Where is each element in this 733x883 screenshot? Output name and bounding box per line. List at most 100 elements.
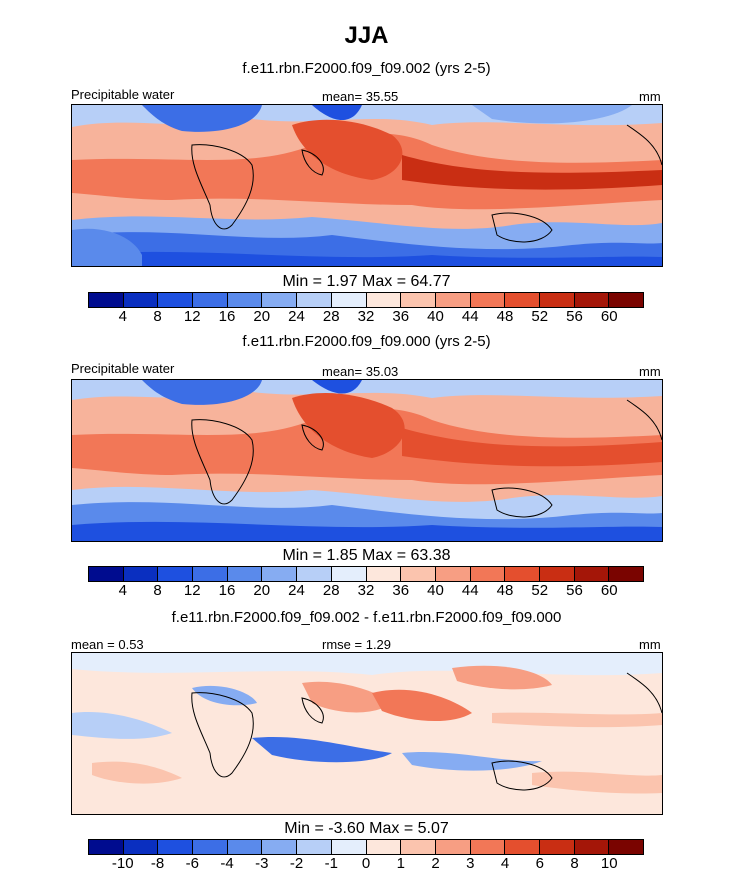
panel3-colorbar-ticks: -10 -8 -6 -4 -3 -2 -1 0 1 2 3 4 6 8 10 bbox=[88, 855, 644, 873]
colorbar-segment bbox=[331, 567, 367, 581]
colorbar-segment bbox=[609, 567, 643, 581]
panel3-mean: mean = 0.53 bbox=[71, 637, 144, 652]
colorbar-segment bbox=[435, 293, 471, 307]
panel3-title: f.e11.rbn.F2000.f09_f09.002 - f.e11.rbn.… bbox=[171, 609, 562, 626]
colorbar-tick-label: 36 bbox=[392, 582, 410, 599]
colorbar-segment bbox=[193, 293, 228, 307]
colorbar-tick-label: -10 bbox=[111, 855, 134, 872]
colorbar-tick-label: 40 bbox=[427, 308, 444, 325]
colorbar-segment bbox=[609, 293, 643, 307]
colorbar-tick-label: 4 bbox=[500, 855, 510, 872]
colorbar-tick-label: 8 bbox=[153, 582, 162, 599]
colorbar-segment bbox=[539, 293, 575, 307]
panel3-mean-label: mean = bbox=[71, 637, 115, 652]
colorbar-tick-label: -1 bbox=[324, 855, 338, 872]
panel3-rmse-value: 1.29 bbox=[365, 637, 392, 652]
colorbar-tick-label: 8 bbox=[570, 855, 579, 872]
colorbar-tick-label: 12 bbox=[183, 582, 201, 599]
colorbar-segment bbox=[297, 840, 332, 854]
colorbar-segment bbox=[470, 567, 506, 581]
colorbar-segment bbox=[574, 293, 610, 307]
figure-title: JJA bbox=[344, 22, 389, 49]
panel3-rmse-label: rmse = bbox=[322, 637, 363, 652]
panel2-units: mm bbox=[639, 364, 661, 379]
colorbar-tick-label: 16 bbox=[218, 582, 236, 599]
colorbar-segment bbox=[401, 567, 436, 581]
colorbar-tick-label: 20 bbox=[253, 308, 271, 325]
panel3-map-svg bbox=[72, 653, 662, 814]
colorbar-tick-label: 16 bbox=[218, 308, 236, 325]
colorbar-tick-label: 36 bbox=[392, 308, 410, 325]
panel3-units: mm bbox=[639, 637, 661, 652]
colorbar-segment bbox=[574, 567, 610, 581]
colorbar-tick-label: 0 bbox=[361, 855, 371, 872]
colorbar-segment bbox=[505, 567, 540, 581]
colorbar-tick-label: 60 bbox=[600, 582, 618, 599]
panel2-variable-label: Precipitable water bbox=[71, 361, 175, 376]
colorbar-segment bbox=[366, 567, 402, 581]
colorbar-segment bbox=[470, 293, 506, 307]
colorbar-segment bbox=[574, 840, 610, 854]
colorbar-segment bbox=[262, 840, 298, 854]
panel1-colorbar-ticks: 4 8 12 16 20 24 28 32 36 40 44 48 52 56 60 bbox=[88, 308, 644, 326]
colorbar-tick-label: 24 bbox=[288, 582, 305, 599]
colorbar-segment bbox=[227, 293, 263, 307]
colorbar-tick-label: 44 bbox=[461, 308, 479, 325]
panel2-mean-label: mean= bbox=[322, 364, 363, 379]
colorbar-tick-label: -4 bbox=[220, 855, 234, 872]
colorbar-segment bbox=[262, 567, 298, 581]
colorbar-tick-label: 4 bbox=[118, 308, 127, 325]
colorbar-segment bbox=[123, 840, 159, 854]
colorbar-segment bbox=[470, 840, 506, 854]
colorbar-segment bbox=[158, 840, 194, 854]
panel2-colorbar bbox=[88, 566, 644, 582]
panel2-map-svg bbox=[72, 380, 662, 541]
panel1-stats: Min = 1.97 Max = 64.77 bbox=[282, 273, 451, 290]
colorbar-tick-label: 3 bbox=[466, 855, 475, 872]
colorbar-segment bbox=[505, 293, 540, 307]
colorbar-segment bbox=[539, 567, 575, 581]
colorbar-tick-label: 48 bbox=[496, 308, 514, 325]
panel1-mean: mean= 35.55 bbox=[322, 89, 398, 104]
colorbar-tick-label: 52 bbox=[531, 308, 549, 325]
colorbar-tick-label: 48 bbox=[496, 582, 514, 599]
colorbar-segment bbox=[539, 840, 575, 854]
colorbar-tick-label: -3 bbox=[255, 855, 269, 872]
colorbar-tick-label: 2 bbox=[431, 855, 440, 872]
colorbar-segment bbox=[366, 840, 402, 854]
panel2-stats: Min = 1.85 Max = 63.38 bbox=[282, 547, 451, 564]
panel1-map bbox=[71, 104, 663, 267]
colorbar-tick-label: 40 bbox=[427, 582, 444, 599]
colorbar-segment bbox=[331, 840, 367, 854]
colorbar-segment bbox=[123, 567, 159, 581]
colorbar-tick-label: 10 bbox=[600, 855, 618, 872]
colorbar-segment bbox=[331, 293, 367, 307]
panel2-mean-value: 35.03 bbox=[365, 364, 399, 379]
panel2-colorbar-ticks: 4 8 12 16 20 24 28 32 36 40 44 48 52 56 60 bbox=[88, 582, 644, 600]
colorbar-tick-label: 12 bbox=[183, 308, 201, 325]
colorbar-tick-label: 1 bbox=[396, 855, 405, 872]
colorbar-tick-label: 52 bbox=[531, 582, 549, 599]
panel1-mean-label: mean= bbox=[322, 89, 363, 104]
panel3-colorbar bbox=[88, 839, 644, 855]
colorbar-tick-label: -8 bbox=[150, 855, 165, 872]
colorbar-tick-label: 56 bbox=[566, 308, 583, 325]
panel1-mean-value: 35.55 bbox=[365, 89, 399, 104]
colorbar-tick-label: -2 bbox=[289, 855, 304, 872]
colorbar-tick-label: 8 bbox=[153, 308, 162, 325]
colorbar-segment bbox=[505, 840, 540, 854]
panel1-map-svg bbox=[72, 105, 662, 266]
colorbar-segment bbox=[435, 840, 471, 854]
colorbar-segment bbox=[158, 567, 194, 581]
colorbar-segment bbox=[297, 293, 332, 307]
colorbar-segment bbox=[401, 293, 436, 307]
panel1-units: mm bbox=[639, 89, 661, 104]
colorbar-segment bbox=[401, 840, 436, 854]
panel3-map bbox=[71, 652, 663, 815]
colorbar-tick-label: 44 bbox=[461, 582, 479, 599]
colorbar-tick-label: 32 bbox=[357, 308, 375, 325]
panel3-mean-value: 0.53 bbox=[118, 637, 144, 652]
colorbar-tick-label: 6 bbox=[535, 855, 544, 872]
panel2-title: f.e11.rbn.F2000.f09_f09.000 (yrs 2-5) bbox=[242, 333, 491, 350]
panel3-rmse: rmse = 1.29 bbox=[322, 637, 391, 652]
